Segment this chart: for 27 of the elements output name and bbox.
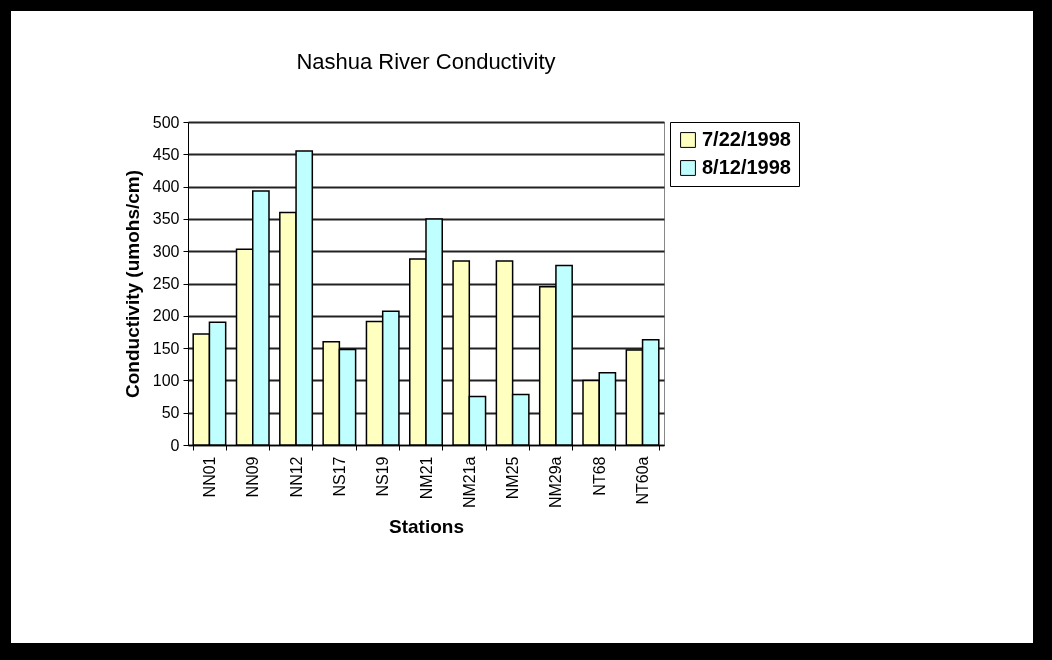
x-tick-label: NT60a <box>634 456 652 505</box>
x-tick-label: NM21a <box>460 456 478 509</box>
y-tick-label: 350 <box>152 210 180 228</box>
y-tick-label: 200 <box>152 307 180 325</box>
x-tick-label: NN01 <box>200 456 218 498</box>
y-tick-label: 300 <box>152 242 180 260</box>
y-tick-label: 50 <box>161 404 180 422</box>
y-tick-label: 100 <box>152 371 180 389</box>
y-tick-label: 500 <box>152 113 180 131</box>
x-tick-label: NS19 <box>374 456 392 497</box>
x-tick-label: NT68 <box>590 456 608 496</box>
y-tick-label: 150 <box>152 339 180 357</box>
chart-title: Nashua River Conductivity <box>296 49 556 74</box>
legend-label: 8/12/1998 <box>702 156 791 178</box>
x-tick-label: NN09 <box>244 456 262 498</box>
x-tick-label: NM21 <box>417 456 435 500</box>
y-tick-label: 250 <box>152 275 180 292</box>
y-axis-title: Conductivity (umohs/cm) <box>121 169 143 399</box>
x-tick-label: NS17 <box>330 456 348 497</box>
y-tick-label: 400 <box>152 178 180 196</box>
y-tick-label: 0 <box>170 436 180 454</box>
x-tick-label: NM25 <box>504 456 522 500</box>
x-tick-label: NM29a <box>547 456 565 509</box>
legend-label: 7/22/1998 <box>702 128 791 150</box>
x-axis-title: Stations <box>389 516 464 538</box>
x-tick-label: NN12 <box>287 456 305 498</box>
y-tick-label: 450 <box>152 145 180 163</box>
